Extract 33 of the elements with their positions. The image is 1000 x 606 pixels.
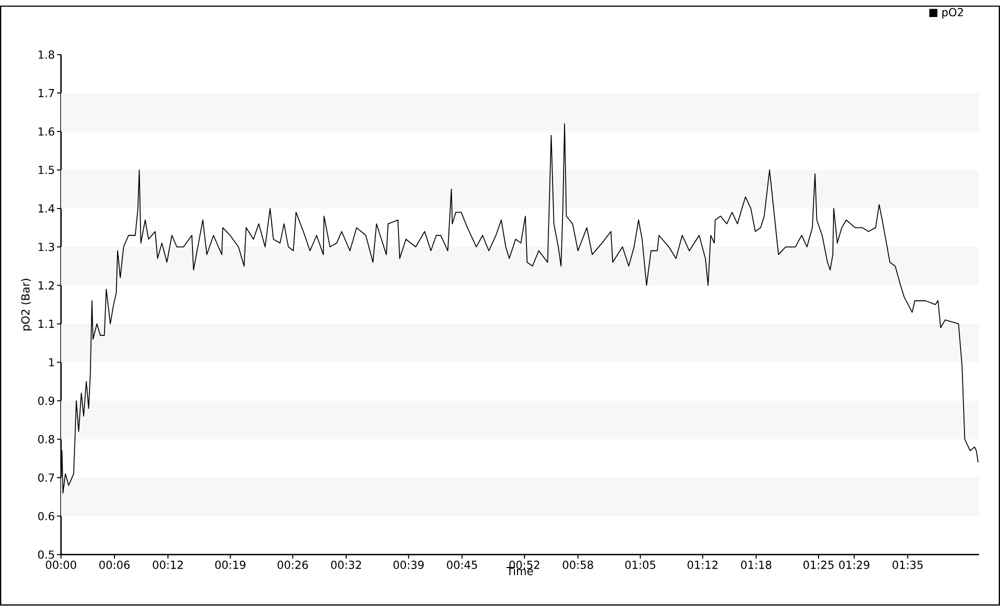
- x-tick-label: 00:39: [393, 560, 424, 570]
- y-tick-label: 1.8: [38, 50, 54, 59]
- x-tick-label: 00:52: [509, 560, 540, 570]
- y-tick-label: 0.7: [38, 474, 54, 482]
- y-tick-label: 0.9: [38, 396, 54, 406]
- x-tick-label: 01:05: [625, 560, 656, 570]
- y-tick-label: 1.1: [38, 320, 54, 328]
- x-tick-label: 01:25: [803, 560, 834, 570]
- x-tick-label: 00:58: [562, 560, 594, 570]
- y-axis-title: pO2 (Bar): [21, 278, 32, 331]
- x-tick-label: 00:19: [215, 560, 246, 570]
- x-tick-label: 00:00: [46, 560, 76, 570]
- y-tick-label: 1.2: [38, 281, 54, 290]
- x-tick-label: 01:18: [741, 560, 772, 570]
- x-tick-label: 00:12: [152, 560, 183, 570]
- y-tick-label: 1: [49, 358, 54, 366]
- x-tick-label: 00:26: [278, 560, 308, 570]
- x-tick-label: 00:32: [331, 560, 361, 570]
- x-axis-title: Time: [506, 566, 533, 576]
- x-tick-label: 00:45: [446, 560, 477, 570]
- y-tick-label: 1.7: [38, 89, 54, 98]
- y-tick-label: 0.5: [38, 550, 54, 559]
- x-tick-label: 01:35: [892, 560, 923, 570]
- x-tick-label: 00:06: [99, 560, 130, 570]
- y-tick-label: 1.4: [38, 204, 54, 213]
- x-tick-label: 01:29: [839, 560, 870, 570]
- y-tick-label: 1.5: [38, 166, 54, 174]
- x-tick-label: 01:12: [688, 560, 718, 570]
- legend-label: pO2: [942, 8, 963, 19]
- y-tick-label: 0.8: [38, 435, 54, 444]
- y-tick-label: 1.6: [38, 128, 54, 136]
- y-tick-label: 1.3: [38, 242, 54, 252]
- y-tick-label: 0.6: [38, 512, 54, 520]
